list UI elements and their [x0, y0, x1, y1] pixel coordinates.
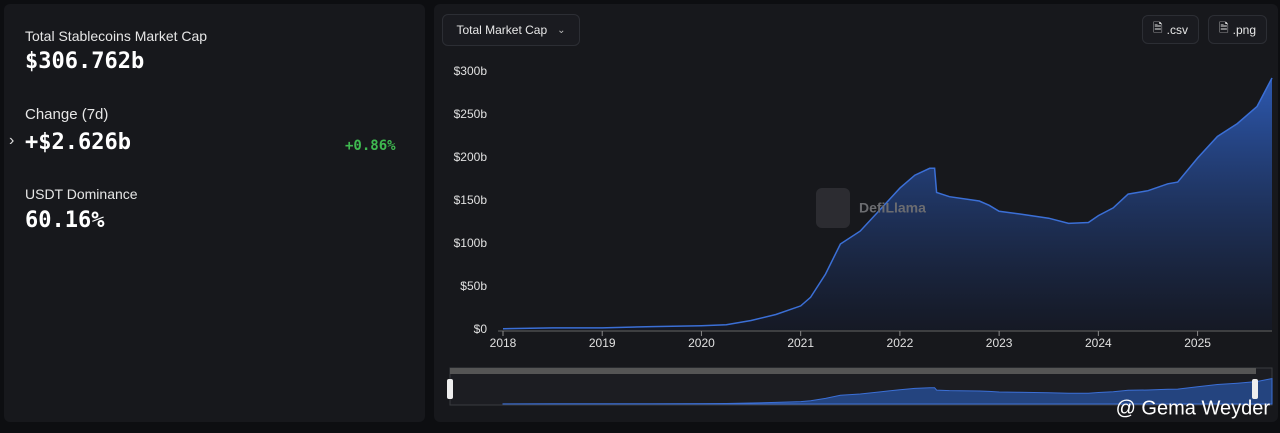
- png-button[interactable]: 🗎 .png: [1208, 15, 1267, 44]
- y-tick-label: $300b: [454, 64, 488, 78]
- stat-value: 60.16%: [25, 208, 105, 233]
- navigator-handle[interactable]: [1252, 379, 1258, 399]
- series-line: [502, 77, 1273, 330]
- y-tick-label: $100b: [454, 236, 488, 250]
- select-text: Total Market Cap: [456, 23, 548, 37]
- csv-button[interactable]: 🗎 .csv: [1142, 15, 1199, 44]
- stat-value: +$2.626b: [25, 130, 131, 155]
- button-text: .png: [1232, 22, 1256, 37]
- navigator-handle[interactable]: [447, 379, 453, 399]
- y-tick-label: $50b: [460, 279, 487, 293]
- x-tick-label: 2020: [688, 336, 715, 350]
- stat-label: Total Stablecoins Market Cap: [25, 28, 208, 44]
- watermark: DefiLlama: [859, 200, 926, 216]
- change-percent: +0.86%: [345, 138, 396, 154]
- stat-label: USDT Dominance: [25, 186, 138, 202]
- credit: @ Gema Weyder: [1116, 397, 1271, 419]
- navigator-handle-bar[interactable]: [450, 368, 1256, 374]
- x-tick-label: 2024: [1085, 336, 1112, 350]
- stat-label: Change (7d): [25, 106, 109, 123]
- y-tick-label: $200b: [454, 150, 488, 164]
- watermark-logo: [816, 188, 850, 228]
- navigator-area: [502, 377, 1273, 405]
- metric-select[interactable]: Total Market Cap ⌄: [442, 14, 580, 46]
- x-tick-label: 2022: [887, 336, 914, 350]
- y-tick-label: $150b: [454, 193, 488, 207]
- y-tick-label: $250b: [454, 107, 488, 121]
- x-tick-label: 2025: [1184, 336, 1211, 350]
- y-tick-label: $0: [474, 322, 488, 336]
- expand-chevron[interactable]: ›: [9, 132, 15, 149]
- stat-value: $306.762b: [25, 49, 145, 74]
- x-tick-label: 2023: [986, 336, 1013, 350]
- series-area: [503, 78, 1272, 330]
- x-tick-label: 2019: [589, 336, 616, 350]
- x-tick-label: 2021: [787, 336, 814, 350]
- button-text: .csv: [1166, 22, 1188, 37]
- x-tick-label: 2018: [490, 336, 517, 350]
- stats-panel: Total Stablecoins Market Cap $306.762b C…: [4, 4, 425, 422]
